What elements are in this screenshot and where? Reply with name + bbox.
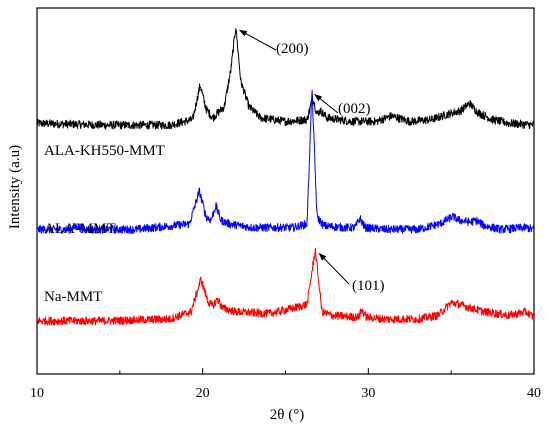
annotation-label: (101) (352, 278, 385, 294)
series-label: ALA-KH550-MMT (44, 143, 165, 159)
series-line (36, 89, 535, 235)
annotation-label: (200) (276, 41, 309, 57)
x-axis-label: 2θ (°) (270, 407, 304, 423)
series-na-mmt (36, 247, 535, 326)
annotation-arrow (314, 93, 339, 114)
annotations: (200) (002) (101) (238, 29, 385, 294)
series-ala-kh550-mmt (36, 26, 535, 130)
annotation-label: (002) (338, 101, 371, 117)
series-labels: ALA-KH550-MMT ALA-MMT Na-MMT (44, 143, 165, 305)
series-layer (36, 26, 535, 326)
y-axis-label: Intensity (a.u) (7, 145, 23, 229)
series-label: Na-MMT (44, 289, 102, 305)
x-axis-ticks: 10 20 30 40 (30, 368, 541, 401)
series-label: ALA-MMT (44, 221, 116, 237)
x-tick-label: 40 (527, 386, 541, 401)
x-tick-label: 30 (361, 386, 375, 401)
x-tick-label: 10 (30, 386, 44, 401)
x-tick-label: 20 (196, 386, 210, 401)
series-ala-mmt (36, 88, 535, 235)
annotation-arrow (238, 29, 277, 51)
annotation-arrow (318, 252, 350, 285)
series-line (36, 28, 535, 130)
series-line (36, 247, 535, 326)
